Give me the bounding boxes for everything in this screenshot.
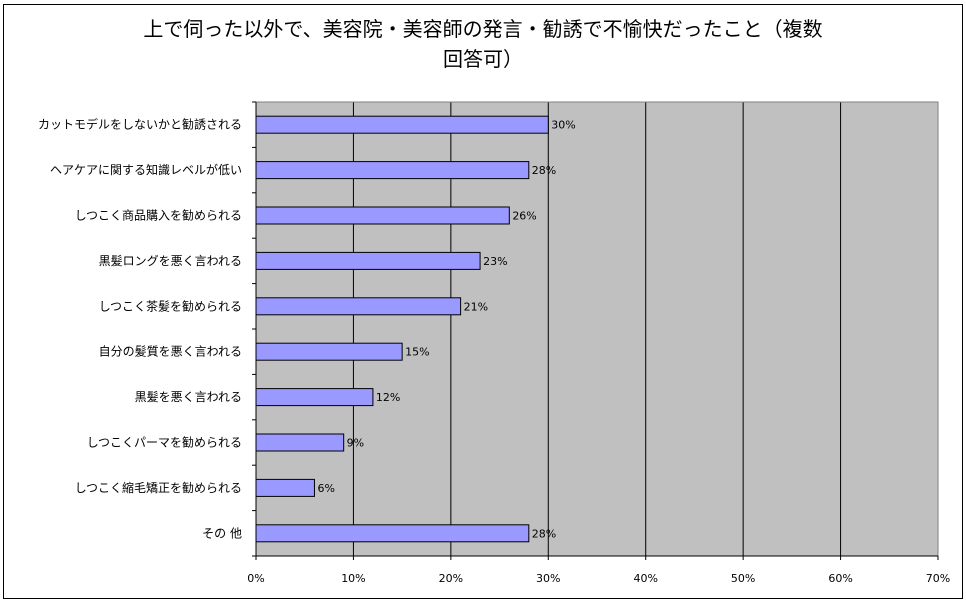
data-label: 9% bbox=[347, 437, 364, 450]
bar bbox=[255, 388, 374, 407]
bar bbox=[255, 342, 403, 361]
data-label: 12% bbox=[376, 391, 400, 404]
bar bbox=[255, 115, 549, 134]
x-tick-label: 30% bbox=[536, 572, 560, 585]
chart-title-line1: 上で伺った以外で、美容院・美容師の発言・勧誘で不愉快だったこと（複数 bbox=[143, 17, 823, 41]
data-label: 6% bbox=[317, 482, 334, 495]
bar bbox=[255, 206, 510, 225]
category-label: カットモデルをしないかと勧誘される bbox=[38, 117, 242, 132]
data-label: 26% bbox=[512, 210, 536, 223]
data-label: 21% bbox=[464, 300, 488, 313]
bar bbox=[255, 433, 345, 452]
bar bbox=[255, 297, 462, 316]
data-label: 23% bbox=[483, 255, 507, 268]
category-label: ヘアケアに関する知識レベルが低い bbox=[50, 162, 242, 177]
category-label: 黒髪ロングを悪く言われる bbox=[99, 254, 242, 268]
data-label: 15% bbox=[405, 346, 429, 359]
category-label: しつこく縮毛矯正を勧められる bbox=[75, 480, 242, 495]
chart-title: 上で伺った以外で、美容院・美容師の発言・勧誘で不愉快だったこと（複数 回答可） bbox=[0, 14, 966, 74]
x-tick-label: 10% bbox=[341, 572, 365, 585]
x-tick-label: 0% bbox=[247, 572, 264, 585]
category-label: しつこく茶髪を勧められる bbox=[99, 298, 242, 313]
x-tick-label: 70% bbox=[926, 572, 950, 585]
category-label: その 他 bbox=[202, 526, 242, 540]
bar bbox=[255, 161, 530, 180]
x-tick-label: 20% bbox=[439, 572, 463, 585]
bar bbox=[255, 524, 530, 543]
category-label: 黒髪を悪く言われる bbox=[135, 390, 242, 404]
data-label: 28% bbox=[532, 527, 556, 540]
x-tick-label: 50% bbox=[731, 572, 755, 585]
bar bbox=[255, 251, 481, 270]
bar bbox=[255, 478, 315, 497]
x-tick-label: 60% bbox=[828, 572, 852, 585]
data-label: 28% bbox=[532, 164, 556, 177]
category-label: しつこく商品購入を勧められる bbox=[75, 208, 242, 223]
x-tick-label: 40% bbox=[633, 572, 657, 585]
chart-title-line2: 回答可） bbox=[443, 47, 523, 71]
data-label: 30% bbox=[551, 119, 575, 132]
category-label: 自分の髪質を悪く言われる bbox=[99, 344, 242, 359]
category-label: しつこくパーマを勧められる bbox=[87, 436, 242, 450]
